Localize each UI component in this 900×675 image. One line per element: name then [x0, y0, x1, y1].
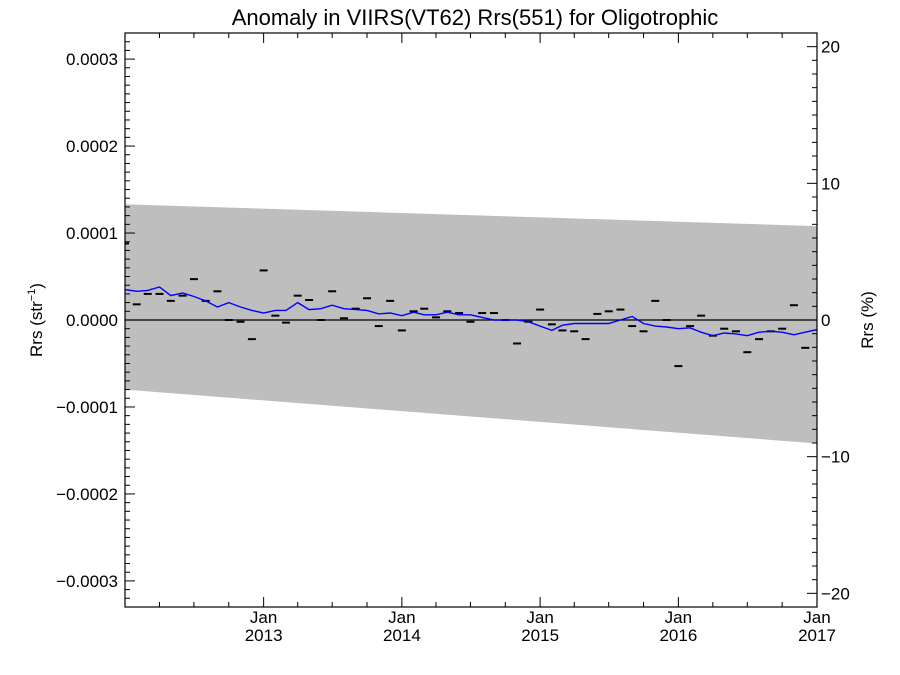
y-tick-label: 0.0001 — [66, 224, 118, 243]
y-tick-label: 0.0002 — [66, 137, 118, 156]
plot-area: 0.0003 0.0002 0.0001 0.0000 −0.0001 −0.0002 −0… — [56, 32, 850, 645]
chart-title: Anomaly in VIIRS(VT62) Rrs(551) for Olig… — [232, 5, 719, 30]
x-tick-year-label: 2016 — [659, 626, 697, 645]
y-right-tick-label: −20 — [821, 584, 850, 603]
y-tick-label: −0.0001 — [56, 398, 118, 417]
uncertainty-band — [125, 204, 817, 444]
x-tick-year-label: 2017 — [798, 626, 836, 645]
y-tick-label: 0.0003 — [66, 50, 118, 69]
y-tick-label: −0.0002 — [56, 485, 118, 504]
x-tick-year-label: 2015 — [521, 626, 559, 645]
y-axis-label-right: Rrs (%) — [858, 291, 877, 349]
x-tick-month-label: Jan — [388, 608, 415, 627]
trend-line — [125, 286, 817, 337]
x-tick-year-label: 2014 — [383, 626, 421, 645]
y-tick-label: 0.0000 — [66, 311, 118, 330]
y-tick-label: −0.0003 — [56, 572, 118, 591]
y-right-tick-label: 10 — [821, 174, 840, 193]
x-tick-year-label: 2013 — [245, 626, 283, 645]
y-right-tick-label: 20 — [821, 38, 840, 57]
x-tick-month-label: Jan — [665, 608, 692, 627]
y-right-tick-label: −10 — [821, 448, 850, 467]
y-right-tick-label: 0 — [821, 311, 830, 330]
x-tick-month-label: Jan — [803, 608, 830, 627]
y-axis-label-left: Rrs (str−1) — [26, 283, 46, 357]
x-tick-month-label: Jan — [250, 608, 277, 627]
x-tick-month-label: Jan — [526, 608, 553, 627]
